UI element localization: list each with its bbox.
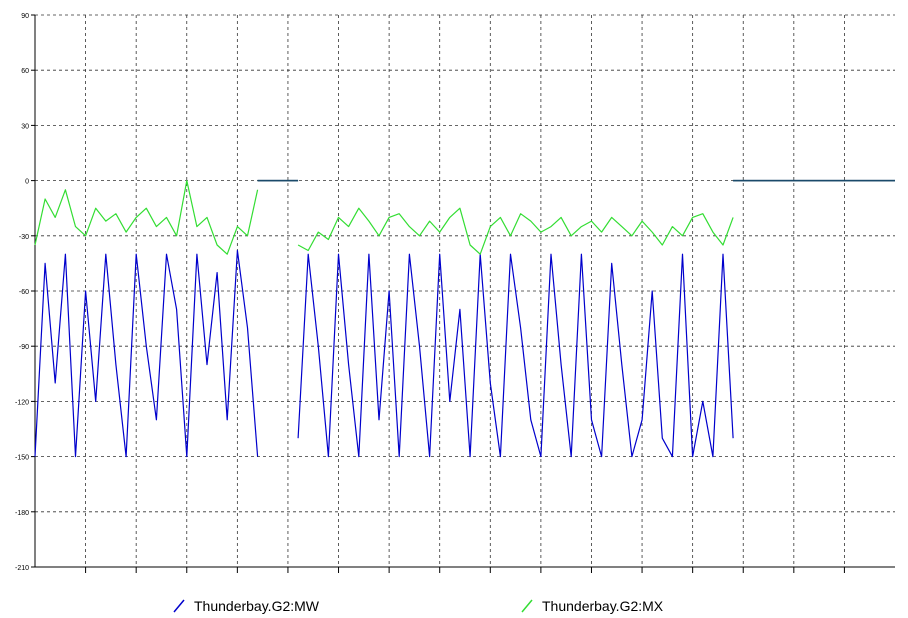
y-tick-label: 0 — [25, 179, 29, 186]
y-tick-label: -120 — [15, 399, 29, 406]
series-line-mw — [35, 251, 895, 457]
y-tick-label: 30 — [21, 123, 29, 130]
y-tick-label: -60 — [19, 289, 29, 296]
series-group — [35, 181, 895, 457]
y-tick-label: -180 — [15, 510, 29, 517]
y-tick-label: -210 — [15, 565, 29, 572]
legend-mx-swatch-icon — [521, 599, 533, 613]
y-tick-label: -150 — [15, 455, 29, 462]
legend-mw-label: Thunderbay.G2:MW — [194, 598, 320, 614]
y-tick-label: 60 — [21, 68, 29, 75]
y-tick-label: -90 — [19, 344, 29, 351]
legend-item-mw: Thunderbay.G2:MW — [172, 596, 319, 616]
y-tick-label: 90 — [21, 13, 29, 20]
legend-mw-swatch-icon — [173, 599, 185, 613]
legend-item-mx: Thunderbay.G2:MX — [520, 596, 663, 616]
series-line-mx — [35, 181, 895, 255]
legend-mx-label: Thunderbay.G2:MX — [542, 598, 664, 614]
axes: 90 60 30 0 -30 -60 -90 -120 -150 -180 -210 — [15, 13, 895, 573]
y-tick-label: -30 — [19, 234, 29, 241]
